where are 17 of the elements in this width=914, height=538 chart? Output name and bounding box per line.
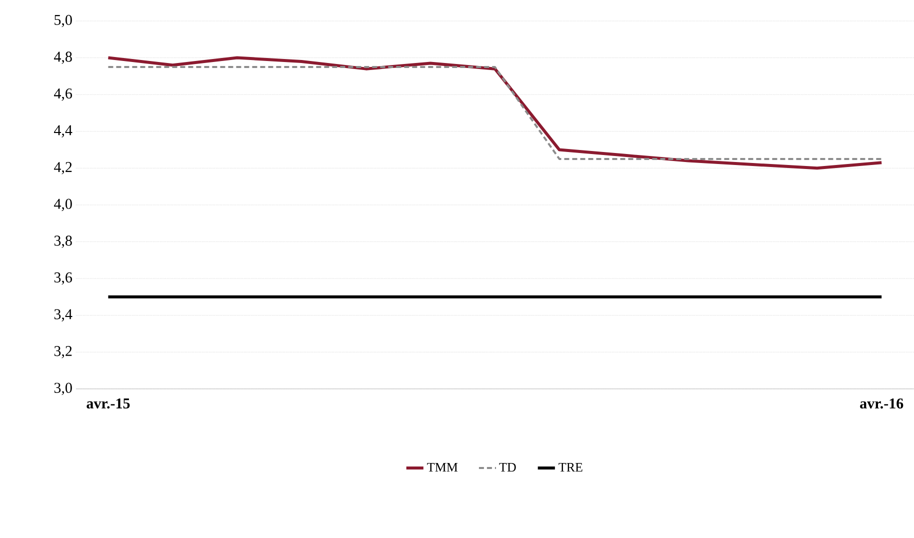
- y-tick-label: 3,2: [54, 346, 72, 358]
- y-tick-label: 4,8: [54, 52, 72, 64]
- legend-label: TD: [499, 463, 516, 472]
- y-tick-label: 4,4: [54, 125, 72, 138]
- x-tick-label: avr.-15: [86, 398, 130, 409]
- y-tick-label: 5,0: [54, 14, 72, 28]
- y-tick-label: 4,0: [54, 198, 72, 212]
- y-tick-label: 3,8: [54, 236, 72, 248]
- legend-label: TMM: [427, 463, 458, 472]
- x-tick-label: avr.-16: [860, 398, 904, 409]
- y-tick-label: 3,0: [54, 382, 72, 396]
- y-tick-label: 4,2: [54, 162, 72, 174]
- legend-label: TRE: [558, 463, 582, 472]
- line-series: [106, 56, 884, 170]
- y-tick-label: 3,4: [54, 309, 72, 322]
- y-tick-label: 4,6: [54, 88, 72, 101]
- y-tick-label: 3,6: [54, 272, 72, 285]
